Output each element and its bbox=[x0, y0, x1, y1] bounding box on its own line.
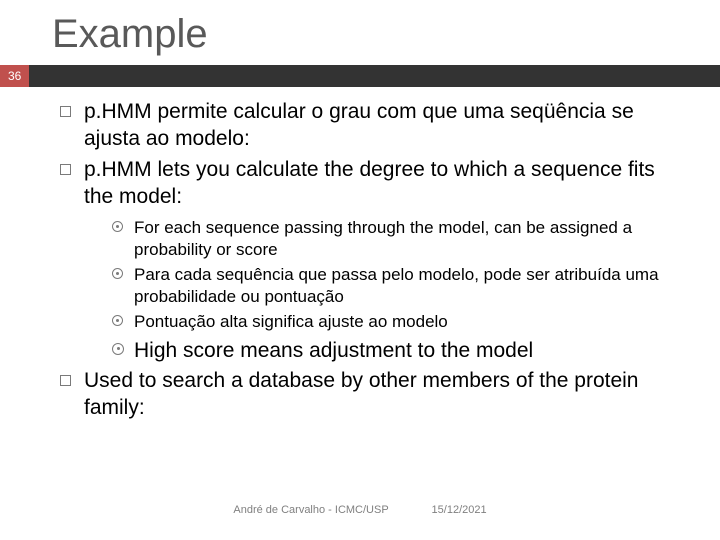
bullet-lvl2-large: High score means adjustment to the model bbox=[112, 337, 682, 364]
bullet-lvl1: Used to search a database by other membe… bbox=[60, 368, 682, 422]
bullet-lvl1: p.HMM permite calcular o grau com que um… bbox=[60, 99, 682, 153]
bullet-lvl2: Pontuação alta significa ajuste ao model… bbox=[112, 311, 682, 333]
footer-overlay: André de Carvalho - ICMC/USP 15/12/2021 bbox=[0, 504, 720, 516]
footer-author: André de Carvalho - ICMC/USP bbox=[233, 504, 388, 516]
accent-bar: 36 bbox=[0, 65, 720, 87]
footer-date: 15/12/2021 bbox=[432, 504, 487, 516]
bullet-lvl1: p.HMM lets you calculate the degree to w… bbox=[60, 157, 682, 365]
slide-title: Example bbox=[0, 0, 720, 65]
bullet-text: p.HMM lets you calculate the degree to w… bbox=[84, 158, 655, 208]
page-number: 36 bbox=[0, 65, 29, 87]
bullet-lvl2: Para cada sequência que passa pelo model… bbox=[112, 264, 682, 308]
body-content: p.HMM permite calcular o grau com que um… bbox=[0, 87, 720, 422]
bullet-lvl2: For each sequence passing through the mo… bbox=[112, 217, 682, 261]
